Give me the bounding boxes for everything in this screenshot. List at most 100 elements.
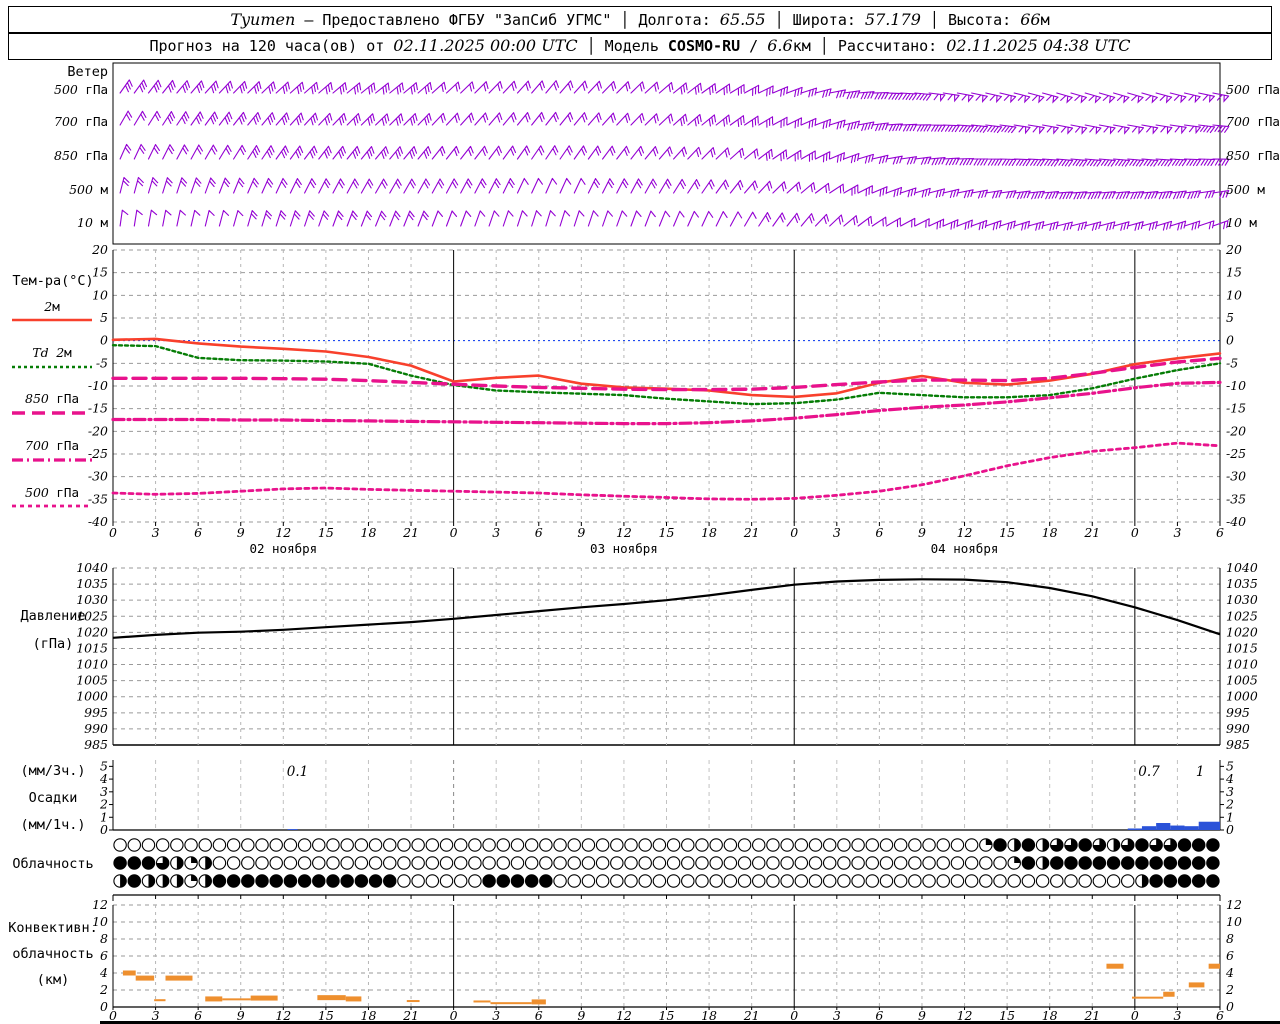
- cloud-cover-symbol: [1092, 856, 1107, 870]
- elevation-value: 66: [1020, 10, 1041, 29]
- cloud-cover-symbol: [922, 838, 936, 852]
- hour-label: 18: [1042, 525, 1058, 540]
- header-title-bar: Tyumen — Предоставлено ФГБУ "ЗапСиб УГМС…: [8, 6, 1272, 34]
- wind-level-label-left: 500 гПа: [54, 82, 108, 97]
- cloud-cover-symbol: [794, 838, 809, 852]
- bottom-hour-label: 9: [237, 1008, 245, 1023]
- model-name: COSMO-RU: [667, 37, 741, 55]
- cloud-cover-symbol: [567, 874, 581, 888]
- convective-cloud-segment: [1132, 996, 1164, 999]
- cloud-cover-symbol: [723, 838, 738, 852]
- cloud-cover-symbol: [950, 874, 965, 888]
- cloud-cover-symbol: [624, 874, 638, 888]
- cloud-cover-symbol: [893, 874, 908, 888]
- bottom-hour-label: 0: [450, 1008, 458, 1023]
- temp-tick-right: -15: [1226, 401, 1246, 416]
- pressure-tick-left: 1005: [76, 673, 108, 688]
- hour-label: 6: [194, 525, 202, 540]
- precip-tick-left: 1: [100, 809, 108, 824]
- cloud-cover-symbol: [936, 874, 950, 888]
- temp-tick-right: 20: [1225, 242, 1242, 257]
- cloud-cover-symbol: [510, 838, 525, 852]
- temp-tick-left: 20: [91, 242, 108, 257]
- cloud-cover-symbol: [155, 838, 170, 852]
- cloud-cover-symbol: [553, 874, 567, 888]
- cloud-cover-symbol: [283, 856, 298, 870]
- convective-cloud-segment: [473, 1000, 491, 1003]
- cloud-cover-symbol: [1163, 856, 1178, 870]
- cloud-cover-symbol: [1135, 856, 1149, 870]
- hour-label: 21: [743, 525, 760, 540]
- cloud-cover-symbol: [922, 874, 936, 888]
- cloud-cover-symbol: [695, 838, 709, 852]
- precip-tick-right: 3: [1226, 784, 1234, 799]
- cloud-cover-symbol: [326, 856, 340, 870]
- convective-tick-left: 2: [99, 982, 108, 997]
- cloud-cover-symbol: [382, 838, 397, 852]
- convective-tick-left: 4: [99, 965, 108, 980]
- cloud-cover-symbol: [425, 838, 440, 852]
- convective-tick-right: 12: [1226, 897, 1242, 912]
- precip-tick-right: 1: [1226, 809, 1234, 824]
- pressure-tick-right: 1000: [1226, 689, 1258, 704]
- hour-label: 9: [577, 525, 585, 540]
- cloud-cover-symbol: [297, 874, 312, 888]
- cloud-cover-symbol: [297, 838, 312, 852]
- precip-bar: [1198, 821, 1220, 830]
- pressure-tick-right: 1005: [1226, 673, 1258, 688]
- cloud-cover-symbol: [808, 856, 823, 870]
- cloud-cover-symbol: [1050, 874, 1064, 888]
- header-forecast-bar: Прогноз на 120 часа(ов) от 02.11.2025 00…: [8, 32, 1272, 60]
- precip-tick-left: 4: [99, 771, 108, 786]
- precip-units-3h: (мм/3ч.): [20, 763, 86, 779]
- convective-tick-right: 8: [1226, 931, 1234, 946]
- bottom-hour-label: 3: [833, 1008, 841, 1023]
- cloud-cover-symbol: [312, 856, 326, 870]
- cloud-cover-symbol: [1106, 856, 1121, 870]
- bottom-hour-label: 18: [361, 1008, 377, 1023]
- cloud-cover-symbol: [1163, 874, 1178, 888]
- convective-panel-title-1: Конвективн.: [8, 920, 98, 936]
- hour-label: 12: [957, 525, 973, 540]
- temp-tick-right: -20: [1226, 423, 1246, 438]
- precip-tick-right: 4: [1225, 771, 1234, 786]
- cloud-cover-symbol: [127, 856, 142, 870]
- hour-label: 3: [833, 525, 841, 540]
- cloud-cover-symbol: [808, 874, 823, 888]
- cloud-cover-symbol: [908, 856, 922, 870]
- cloud-cover-symbol: [638, 856, 652, 870]
- cloud-cover-symbol: [1064, 856, 1078, 870]
- cloud-cover-symbol: [411, 874, 425, 888]
- wind-barbs-panel: 500 гПа 500 гПа 700 гПа 700 гПа 850 гПа 850 г…: [54, 62, 1280, 245]
- cloud-cover-symbol: [453, 856, 468, 870]
- hour-label: 15: [659, 525, 675, 540]
- cloud-cover-symbol: [255, 838, 269, 852]
- cloud-cover-symbol: [1149, 874, 1163, 888]
- cloud-cover-symbol: [269, 856, 283, 870]
- temp-tick-right: -40: [1226, 514, 1246, 529]
- cloud-cover-symbol: [510, 874, 525, 888]
- cloud-cover-symbol: [269, 838, 283, 852]
- cloud-cover-symbol: [1121, 856, 1135, 870]
- cloud-cover-symbol: [908, 838, 922, 852]
- precip-bar: [1127, 828, 1142, 830]
- cloud-cover-symbol: [1078, 874, 1092, 888]
- longitude-value: 65.55: [719, 10, 766, 29]
- cloud-cover-symbol: [822, 856, 837, 870]
- pressure-tick-left: 990: [84, 721, 108, 736]
- cloud-cover-symbol: [780, 856, 794, 870]
- hour-label: 0: [109, 525, 117, 540]
- cloud-cover-symbol: [1149, 856, 1163, 870]
- cloud-cover-symbol: [751, 838, 766, 852]
- cloud-cover-symbol: [382, 874, 397, 888]
- temperature-legend: 2м Td 2м 850 гПа 700 гПа 500 гПа: [12, 299, 92, 508]
- legend-label-3: 700 гПа: [25, 438, 79, 453]
- temp-tick-left: -20: [88, 423, 108, 438]
- convective-cloud-segment: [205, 996, 223, 1002]
- cloud-cover-symbol: [496, 874, 511, 888]
- wind-level-label-right: 850 гПа: [1226, 148, 1280, 163]
- bottom-hour-label: 9: [918, 1008, 926, 1023]
- cloud-cover-symbol: [255, 874, 269, 888]
- cloud-cover-symbol: [1021, 856, 1036, 870]
